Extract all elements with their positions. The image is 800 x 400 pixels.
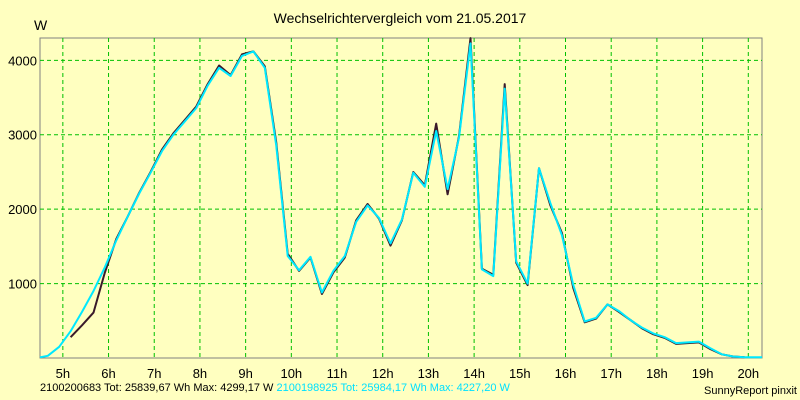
- x-tick-label: 16h: [555, 366, 577, 381]
- x-tick-label: 12h: [372, 366, 394, 381]
- series-line-2: [39, 42, 762, 359]
- credit-label: SunnyReport pinxit: [704, 385, 797, 397]
- x-tick-label: 14h: [463, 366, 485, 381]
- x-tick-label: 5h: [56, 366, 70, 381]
- x-tick-label: 19h: [692, 366, 714, 381]
- y-tick-label: 1000: [8, 277, 37, 292]
- series2-summary: 2100198925 Tot: 25984,17 Wh Max: 4227,20…: [276, 382, 510, 394]
- y-axis-unit-label: W: [34, 17, 48, 33]
- chart-footer: 2100200683 Tot: 25839,67 Wh Max: 4299,17…: [40, 382, 510, 394]
- y-tick-label: 3000: [8, 128, 37, 143]
- x-tick-label: 15h: [509, 366, 531, 381]
- chart-title: Wechselrichtervergleich vom 21.05.2017: [273, 10, 527, 26]
- x-tick-label: 6h: [101, 366, 115, 381]
- x-tick-label: 13h: [418, 366, 440, 381]
- y-tick-label: 4000: [8, 53, 37, 68]
- x-tick-label: 20h: [737, 366, 759, 381]
- plot-frame: [39, 37, 763, 359]
- y-tick-label: 2000: [8, 202, 37, 217]
- x-tick-label: 11h: [327, 366, 348, 381]
- x-tick-label: 8h: [193, 366, 207, 381]
- x-tick-label: 17h: [600, 366, 622, 381]
- x-tick-label: 7h: [147, 366, 161, 381]
- x-tick-label: 10h: [280, 366, 302, 381]
- x-tick-label: 18h: [646, 366, 668, 381]
- series1-summary: 2100200683 Tot: 25839,67 Wh Max: 4299,17…: [40, 382, 274, 394]
- x-tick-label: 9h: [238, 366, 252, 381]
